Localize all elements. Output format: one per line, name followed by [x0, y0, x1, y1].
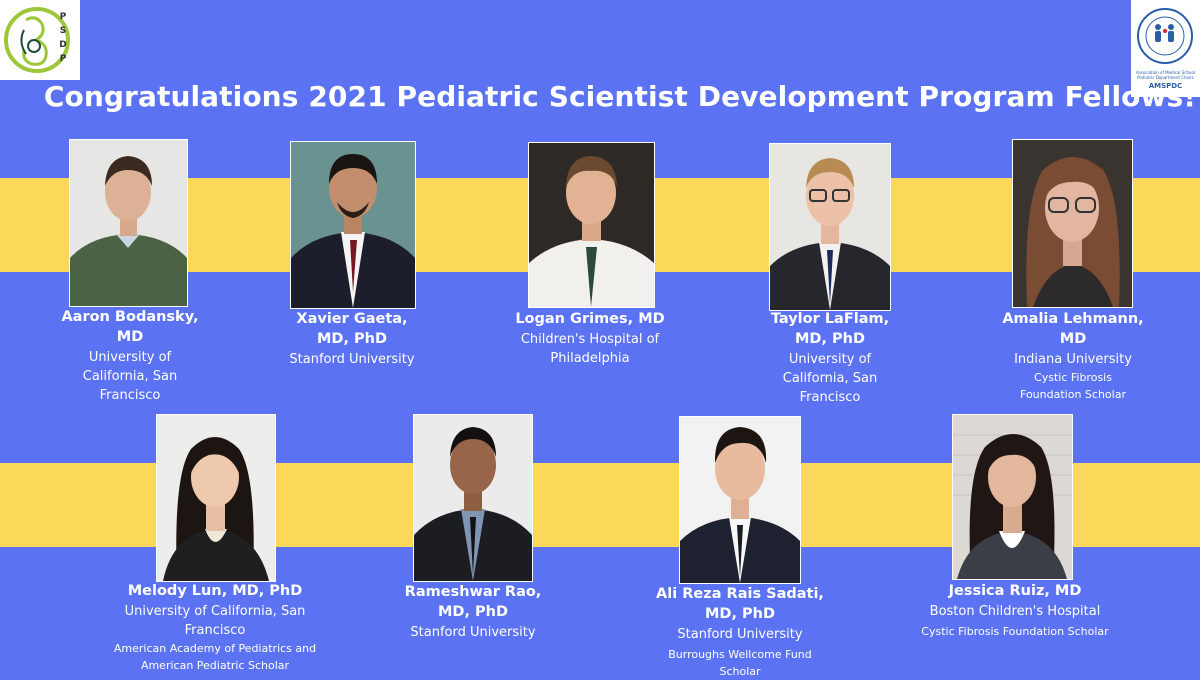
fellow-name: Melody Lun, MD, PhD	[127, 583, 303, 599]
fellow-card-jessica: Jessica Ruiz, MD Boston Children's Hospi…	[920, 581, 1110, 640]
fellow-card-amalia: Amalia Lehmann, MD Indiana University Cy…	[988, 309, 1158, 403]
amspdc-logo-text: AMSPDC	[1148, 82, 1183, 90]
portrait-icon	[414, 415, 532, 581]
fellow-institution: Boston Children's Hospital	[929, 604, 1101, 619]
fellow-institution: Stanford University	[410, 625, 536, 640]
fellow-institution: Children's Hospital of Philadelphia	[520, 332, 660, 366]
fellow-name: Ali Reza Rais Sadati, MD, PhD	[656, 586, 824, 622]
portrait-icon	[157, 415, 275, 581]
psdp-logo: PSDP	[0, 0, 80, 80]
fellow-card-aaron: Aaron Bodansky, MD University of Califor…	[40, 307, 220, 405]
fellow-photo-rameshwar	[413, 414, 533, 582]
psdp-logo-text: PSDP	[59, 12, 67, 64]
fellow-award: Cystic Fibrosis Foundation Scholar	[921, 625, 1109, 638]
fellow-institution: University of California, San Francisco	[782, 352, 878, 405]
fellow-photo-logan	[528, 142, 655, 308]
amspdc-logo-emblem-icon	[1137, 8, 1193, 64]
fellow-institution: Stanford University	[289, 352, 415, 367]
fellow-photo-aaron	[69, 139, 188, 307]
portrait-icon	[291, 142, 415, 308]
portrait-icon	[770, 144, 890, 310]
fellow-name: Taylor LaFlam, MD, PhD	[770, 311, 890, 347]
fellow-photo-melody	[156, 414, 276, 582]
page-title: Congratulations 2021 Pediatric Scientist…	[43, 80, 1197, 113]
fellow-photo-taylor	[769, 143, 891, 311]
fellow-card-xavier: Xavier Gaeta, MD, PhD Stanford Universit…	[262, 309, 442, 369]
fellow-photo-jessica	[952, 414, 1073, 580]
fellow-photo-alireza	[679, 416, 801, 584]
fellow-card-melody: Melody Lun, MD, PhD University of Califo…	[100, 581, 330, 674]
amspdc-logo: Association of Medical School Pediatric …	[1131, 0, 1200, 97]
fellow-award: Cystic Fibrosis Foundation Scholar	[1020, 371, 1126, 401]
portrait-icon	[953, 415, 1072, 579]
fellow-name: Xavier Gaeta, MD, PhD	[296, 311, 408, 347]
psdp-logo-emblem-icon	[4, 7, 70, 73]
fellow-card-alireza: Ali Reza Rais Sadati, MD, PhD Stanford U…	[650, 584, 830, 680]
portrait-icon	[680, 417, 800, 583]
fellow-photo-xavier	[290, 141, 416, 309]
fellow-name: Logan Grimes, MD	[515, 311, 665, 327]
portrait-icon	[529, 143, 654, 307]
fellow-photo-amalia	[1012, 139, 1133, 308]
portrait-icon	[70, 140, 187, 306]
fellow-card-taylor: Taylor LaFlam, MD, PhD University of Cal…	[740, 309, 920, 407]
amspdc-logo-ring-text: Association of Medical School Pediatric …	[1135, 70, 1196, 80]
fellow-name: Aaron Bodansky, MD	[61, 309, 199, 345]
fellow-award: American Academy of Pediatrics and Ameri…	[113, 642, 317, 672]
fellow-card-logan: Logan Grimes, MD Children's Hospital of …	[500, 309, 680, 368]
fellow-name: Rameshwar Rao, MD, PhD	[404, 584, 542, 620]
fellow-name: Jessica Ruiz, MD	[948, 583, 1082, 599]
fellow-institution: University of California, San Francisco	[124, 604, 306, 638]
fellow-card-rameshwar: Rameshwar Rao, MD, PhD Stanford Universi…	[383, 582, 563, 642]
portrait-icon	[1013, 140, 1132, 307]
fellow-name: Amalia Lehmann, MD	[1002, 311, 1144, 347]
fellow-institution: Stanford University	[677, 627, 803, 642]
fellow-institution: Indiana University	[1014, 352, 1132, 367]
fellow-institution: University of California, San Francisco	[82, 350, 178, 403]
